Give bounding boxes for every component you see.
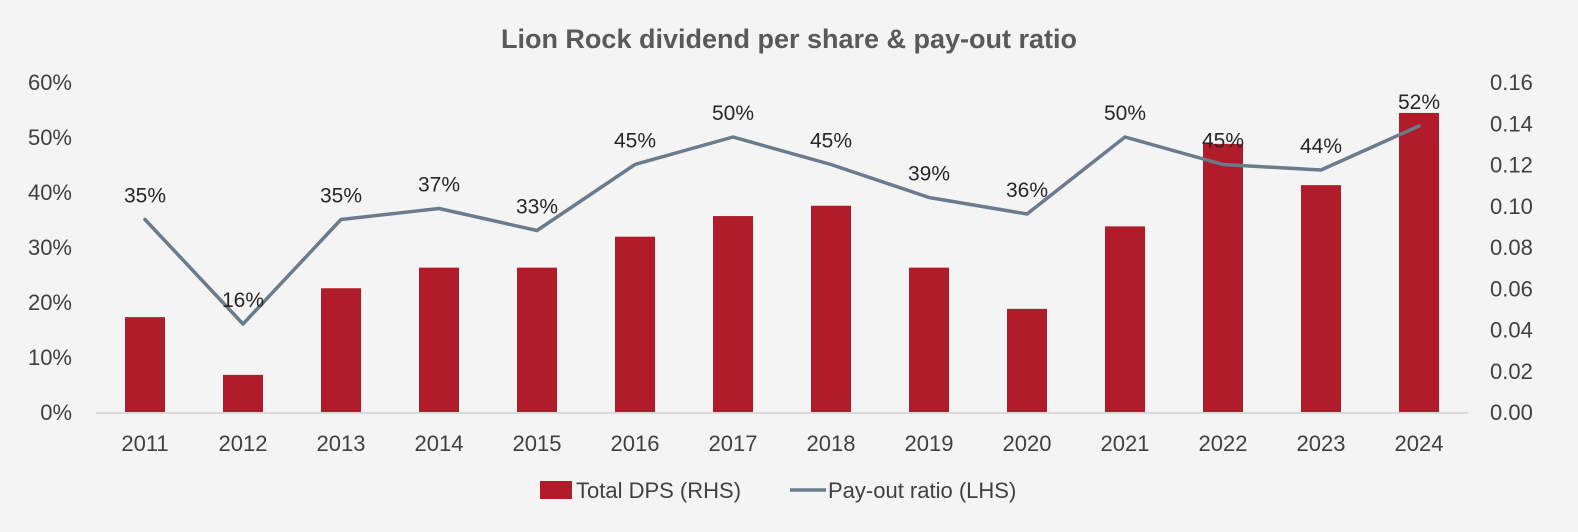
payout-ratio-line bbox=[143, 124, 1421, 326]
line-series bbox=[143, 124, 1421, 326]
payout-ratio-label-2014: 37% bbox=[418, 174, 460, 197]
payout-ratio-label-2021: 50% bbox=[1104, 102, 1146, 125]
bar-total-dps-2015 bbox=[517, 267, 557, 412]
legend-swatch-total-dps bbox=[540, 481, 572, 499]
payout-ratio-label-2013: 35% bbox=[320, 185, 362, 208]
bar-total-dps-2011 bbox=[125, 317, 165, 412]
y-right-tick-label: 0.02 bbox=[1490, 359, 1533, 384]
payout-ratio-label-2022: 45% bbox=[1202, 130, 1244, 153]
y-right-tick-label: 0.16 bbox=[1490, 70, 1533, 95]
bar-series bbox=[125, 112, 1439, 412]
y-left-tick-label: 20% bbox=[28, 290, 72, 315]
bar-total-dps-2019 bbox=[909, 267, 949, 412]
bar-total-dps-2022 bbox=[1203, 143, 1243, 412]
payout-ratio-label-2020: 36% bbox=[1006, 179, 1048, 202]
x-tick-label: 2013 bbox=[317, 431, 366, 456]
y-left-tick-label: 50% bbox=[28, 125, 72, 150]
y-right-tick-label: 0.04 bbox=[1490, 318, 1533, 343]
bar-total-dps-2016 bbox=[615, 236, 655, 412]
chart-title: Lion Rock dividend per share & pay-out r… bbox=[501, 24, 1077, 54]
payout-ratio-label-2023: 44% bbox=[1300, 135, 1342, 158]
bar-total-dps-2024 bbox=[1399, 112, 1439, 412]
payout-ratio-label-2024: 52% bbox=[1398, 91, 1440, 114]
x-tick-label: 2018 bbox=[807, 431, 856, 456]
legend-label-total-dps: Total DPS (RHS) bbox=[576, 478, 741, 503]
x-tick-label: 2011 bbox=[121, 431, 168, 456]
x-tick-label: 2024 bbox=[1395, 431, 1444, 456]
payout-ratio-label-2015: 33% bbox=[516, 196, 558, 219]
x-axis: 2011 2012 2013 2014 2015 2016 2017 2018 2019 2020… bbox=[121, 431, 1443, 456]
x-tick-label: 2014 bbox=[415, 431, 464, 456]
y-left-tick-label: 10% bbox=[28, 345, 72, 370]
y-left-tick-label: 40% bbox=[28, 180, 72, 205]
bar-total-dps-2012 bbox=[223, 374, 263, 412]
payout-ratio-label-2012: 16% bbox=[222, 289, 264, 312]
x-tick-label: 2015 bbox=[513, 431, 562, 456]
y-right-tick-label: 0.06 bbox=[1490, 276, 1533, 301]
payout-ratio-label-2017: 50% bbox=[712, 102, 754, 125]
y-right-tick-label: 0.08 bbox=[1490, 235, 1533, 260]
bar-total-dps-2013 bbox=[321, 288, 361, 412]
payout-ratio-label-2011: 35% bbox=[124, 185, 166, 208]
bar-total-dps-2021 bbox=[1105, 226, 1145, 412]
y-right-tick-label: 0.12 bbox=[1490, 153, 1533, 178]
y-left-tick-label: 30% bbox=[28, 235, 72, 260]
x-tick-label: 2012 bbox=[219, 431, 268, 456]
x-tick-label: 2022 bbox=[1199, 431, 1248, 456]
y-left-tick-label: 0% bbox=[40, 400, 72, 425]
x-tick-label: 2021 bbox=[1101, 431, 1150, 456]
y-right-tick-label: 0.00 bbox=[1490, 400, 1533, 425]
legend-label-payout-ratio: Pay-out ratio (LHS) bbox=[828, 478, 1016, 503]
y-right-tick-label: 0.10 bbox=[1490, 194, 1533, 219]
x-tick-label: 2020 bbox=[1003, 431, 1052, 456]
bar-total-dps-2014 bbox=[419, 267, 459, 412]
bar-total-dps-2023 bbox=[1301, 185, 1341, 412]
y-left-tick-label: 60% bbox=[28, 70, 72, 95]
y-right-tick-label: 0.14 bbox=[1490, 111, 1533, 136]
y-axis-left: 0% 10% 20% 30% 40% 50% 60% bbox=[28, 70, 72, 425]
payout-ratio-label-2018: 45% bbox=[810, 130, 852, 153]
x-tick-label: 2023 bbox=[1297, 431, 1346, 456]
x-tick-label: 2017 bbox=[709, 431, 758, 456]
payout-ratio-label-2019: 39% bbox=[908, 163, 950, 186]
legend: Total DPS (RHS) Pay-out ratio (LHS) bbox=[540, 478, 1016, 503]
bar-total-dps-2017 bbox=[713, 216, 753, 412]
line-data-labels: 35% 16% 35% 37% 33% 45% 50% 45% 39% 36% 50% 45% 44% 5… bbox=[124, 91, 1440, 312]
payout-ratio-label-2016: 45% bbox=[614, 130, 656, 153]
bar-total-dps-2018 bbox=[811, 205, 851, 412]
x-tick-label: 2016 bbox=[611, 431, 660, 456]
x-tick-label: 2019 bbox=[905, 431, 954, 456]
bar-total-dps-2020 bbox=[1007, 308, 1047, 412]
y-axis-right: 0.00 0.02 0.04 0.06 0.08 0.10 0.12 0.14 0.16 bbox=[1490, 70, 1533, 425]
